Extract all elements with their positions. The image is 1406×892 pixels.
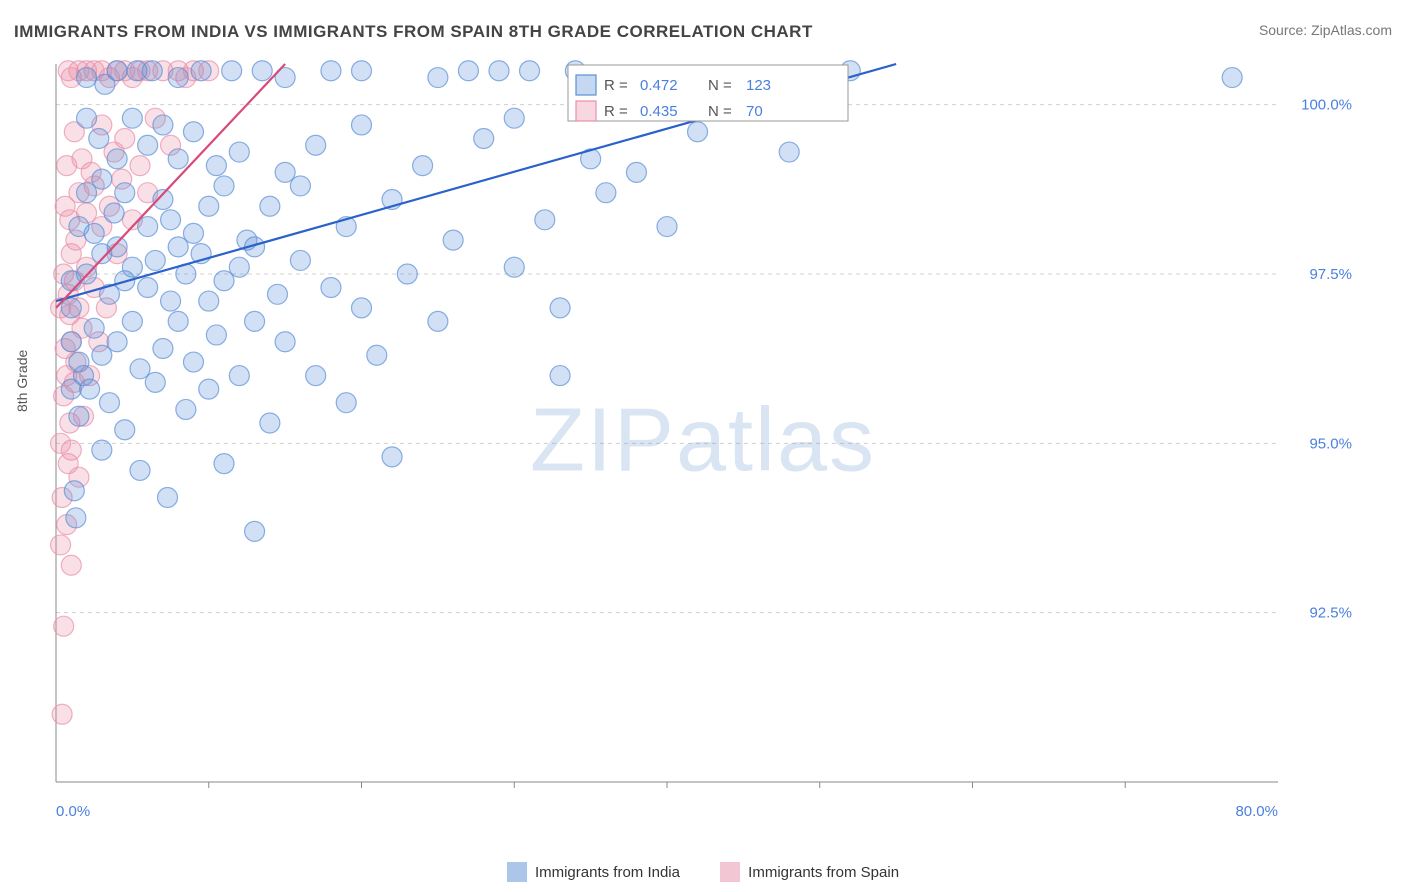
legend-swatch-spain: [720, 862, 740, 882]
svg-text:92.5%: 92.5%: [1309, 605, 1352, 622]
svg-text:N =: N =: [708, 77, 732, 94]
svg-text:0.435: 0.435: [640, 103, 678, 120]
source-attribution: Source: ZipAtlas.com: [1259, 22, 1392, 38]
legend-item-india: Immigrants from India: [507, 862, 680, 882]
legend-label-spain: Immigrants from Spain: [748, 864, 899, 881]
bottom-legend: Immigrants from India Immigrants from Sp…: [0, 862, 1406, 886]
svg-text:95.0%: 95.0%: [1309, 435, 1352, 452]
chart-root: IMMIGRANTS FROM INDIA VS IMMIGRANTS FROM…: [0, 0, 1406, 892]
svg-text:70: 70: [746, 103, 763, 120]
y-axis-label: 8th Grade: [14, 350, 30, 412]
plot-area: 92.5% 95.0% 97.5% 100.0% 0.0% 80.0% R = 0.472 N…: [48, 60, 1358, 822]
svg-text:97.5%: 97.5%: [1309, 266, 1352, 283]
svg-text:R =: R =: [604, 77, 628, 94]
scatter-svg: 92.5% 95.0% 97.5% 100.0% 0.0% 80.0% R = 0.472 N…: [48, 60, 1358, 822]
svg-text:80.0%: 80.0%: [1235, 803, 1278, 820]
svg-text:N =: N =: [708, 103, 732, 120]
legend-label-india: Immigrants from India: [535, 864, 680, 881]
svg-text:0.472: 0.472: [640, 77, 678, 94]
svg-text:123: 123: [746, 77, 771, 94]
svg-text:0.0%: 0.0%: [56, 803, 90, 820]
svg-text:R =: R =: [604, 103, 628, 120]
chart-title: IMMIGRANTS FROM INDIA VS IMMIGRANTS FROM…: [14, 22, 813, 42]
legend-swatch-india: [507, 862, 527, 882]
svg-text:100.0%: 100.0%: [1301, 97, 1352, 114]
legend-item-spain: Immigrants from Spain: [720, 862, 899, 882]
